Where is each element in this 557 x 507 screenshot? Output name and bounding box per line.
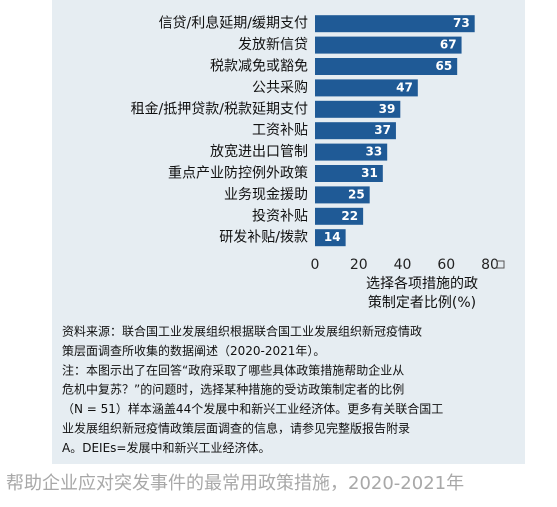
category-label: 税款减免或豁免 [210, 58, 308, 75]
bar [315, 15, 475, 33]
value-label: 39 [379, 102, 396, 116]
x-axis-label: 选择各项措施的政 [366, 276, 478, 292]
bar [315, 186, 370, 204]
note-line: 危机中复苏？”的问题时，选择某种措施的受访政策制定者的比例 [62, 382, 404, 397]
value-label: 25 [348, 187, 365, 201]
category-label: 租金/抵押贷款/税款延期支付 [131, 101, 308, 117]
category-label: 信贷/利息延期/缓期支付 [159, 15, 308, 32]
panel [52, 0, 525, 464]
note-line: A。DEIEs=发展中和新兴工业经济体。 [62, 440, 270, 455]
caption: 帮助企业应对突发事件的最常用政策措施，2020-2021年 [6, 473, 464, 494]
x-tick-label: 40 [394, 257, 412, 273]
value-label: 22 [341, 209, 358, 223]
value-label: 73 [453, 16, 470, 30]
category-label: 发放新信贷 [238, 37, 308, 53]
value-label: 65 [435, 59, 452, 73]
note-line: 资料来源：联合国工业发展组织根据联合国工业发展组织新冠疫情政 [62, 324, 422, 339]
x-tick-label: 80 [481, 257, 499, 273]
bar [315, 58, 458, 75]
value-label: 33 [365, 145, 382, 159]
value-label: 67 [440, 38, 457, 52]
category-label: 投资补贴 [252, 208, 308, 224]
x-tick-label: 20 [350, 257, 368, 273]
note-line: 策层面调查所收集的数据阐述（2020-2021年）。 [62, 343, 325, 358]
category-label: 放宽进出口管制 [210, 143, 308, 160]
note-line: 注：本图示出了在回答“政府采取了哪些具体政策措施帮助企业从 [62, 362, 404, 377]
axis-icon [496, 260, 505, 269]
category-label: 业务现金援助 [224, 187, 308, 203]
value-label: 37 [374, 123, 391, 137]
bar [315, 36, 462, 54]
value-label: 14 [324, 230, 341, 244]
value-label: 31 [361, 166, 378, 180]
bar [315, 207, 364, 225]
category-label: 研发补贴/拨款 [219, 230, 308, 246]
x-tick-label: 60 [437, 257, 455, 273]
value-label: 47 [396, 80, 413, 94]
category-label: 工资补贴 [252, 123, 308, 139]
x-tick-label: 0 [311, 257, 320, 273]
bar [315, 79, 418, 97]
bar [315, 165, 383, 182]
bar [315, 100, 401, 118]
category-label: 重点产业防控例外政策 [168, 165, 308, 182]
bar [315, 143, 388, 161]
x-axis-label: 策制定者比例(%) [368, 294, 476, 311]
note-line: 业发展组织新冠疫情政策层面调查的信息，请参见完整版报告附录 [62, 421, 410, 436]
note-line: （N = 51）样本涵盖44个发展中和新兴工业经济体。更多有关联合国工 [62, 401, 443, 416]
bar [315, 122, 396, 140]
category-label: 公共采购 [252, 80, 308, 96]
bar [315, 229, 346, 247]
